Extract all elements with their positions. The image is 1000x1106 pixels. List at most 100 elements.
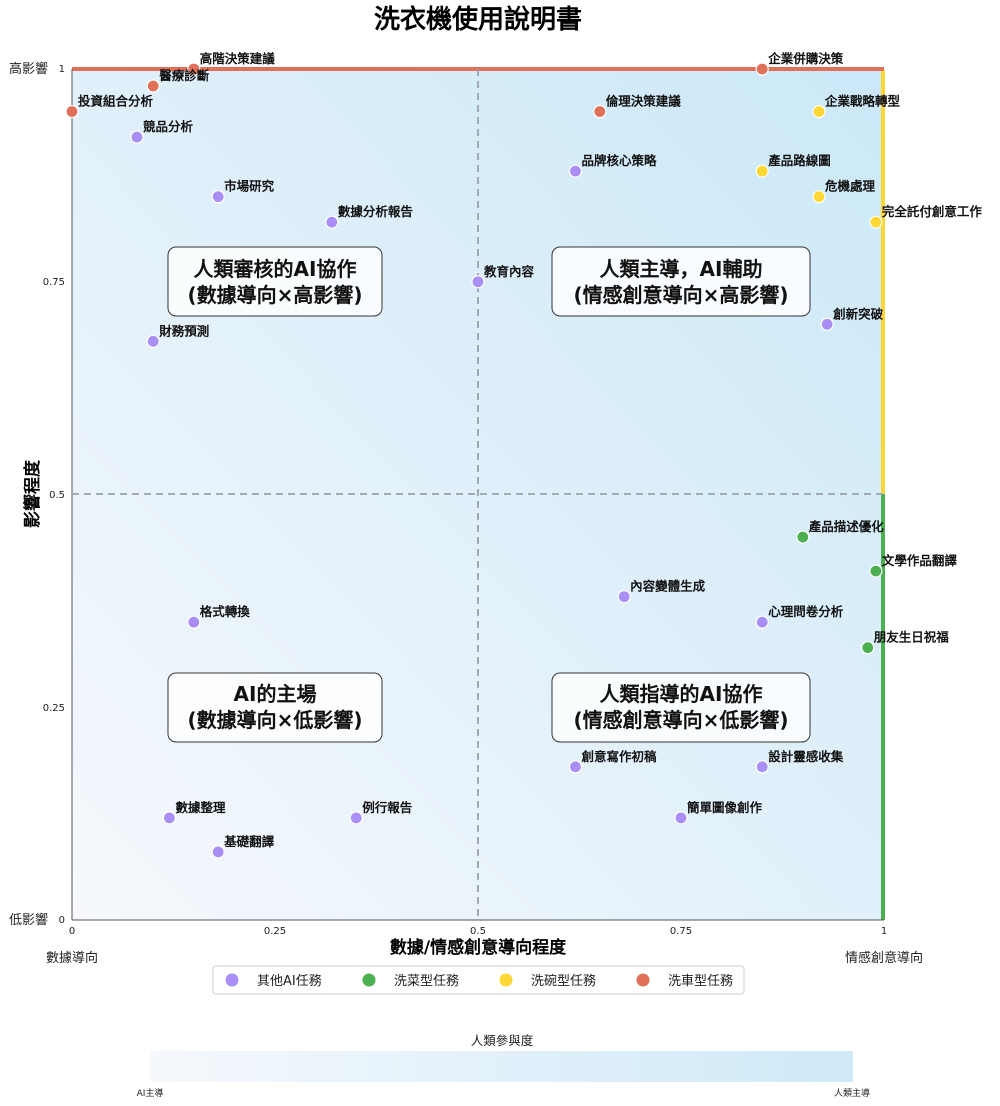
data-point xyxy=(755,615,769,629)
legend-label: 洗菜型任務 xyxy=(394,974,459,989)
legend: 其他AI任務 洗菜型任務 洗碗型任務 洗車型任務 xyxy=(212,965,745,995)
data-point xyxy=(820,317,834,331)
data-point xyxy=(349,811,363,825)
data-point xyxy=(568,164,583,178)
x-axis-title: 數據/情感創意導向程度 xyxy=(390,937,567,958)
data-point xyxy=(211,845,225,859)
data-point-label: 數據分析報告 xyxy=(338,204,414,219)
data-point xyxy=(162,811,177,825)
data-point xyxy=(755,164,769,178)
y-tick-label: 0.75 xyxy=(43,277,65,288)
data-point-label: 創意寫作初稿 xyxy=(580,749,657,764)
quadrant-subtitle: (數據導向×高影響) xyxy=(187,283,362,307)
x-tick-label: 0.25 xyxy=(264,926,286,937)
data-point-label: 格式轉換 xyxy=(200,604,251,619)
data-point xyxy=(617,590,631,604)
y-tick-label: 1 xyxy=(59,64,65,75)
data-point-label: 簡單圖像創作 xyxy=(687,800,763,815)
quadrant-top-right: 人類主導，AI輔助 (情感創意導向×高影響) xyxy=(551,246,811,317)
y-ticks: 0 0.25 0.5 0.75 1 xyxy=(43,64,65,926)
quadrant-bottom-left: AI的主場 (數據導向×低影響) xyxy=(167,672,383,743)
quadrant-subtitle: (情感創意導向×高影響) xyxy=(573,283,788,307)
right-edge-band-lower xyxy=(881,494,885,920)
data-point xyxy=(325,215,339,229)
data-point-label: 品牌核心策略 xyxy=(581,153,657,168)
data-point-label: 倫理決策建議 xyxy=(606,94,682,109)
quadrant-subtitle: (數據導向×低影響) xyxy=(187,708,362,732)
legend-label: 其他AI任務 xyxy=(257,974,322,989)
data-point-label: 基礎翻譯 xyxy=(223,834,275,849)
x-tick-label: 0 xyxy=(69,926,75,937)
colorbar-gradient xyxy=(150,1051,853,1082)
quadrant-box xyxy=(167,246,383,317)
data-point xyxy=(568,760,583,774)
data-point-label: 完全託付創意工作 xyxy=(882,204,983,219)
data-point-label: 企業併購決策 xyxy=(767,51,844,66)
data-point-label: 例行報告 xyxy=(362,800,413,815)
data-point xyxy=(130,130,144,144)
y-tick-label: 0.5 xyxy=(49,490,65,501)
data-point-label: 產品路線圖 xyxy=(767,153,831,168)
data-point xyxy=(755,760,769,774)
data-point xyxy=(869,564,883,578)
data-point-label: 醫療診斷 xyxy=(159,68,210,83)
data-point xyxy=(869,215,883,229)
y-tick-label: 0.25 xyxy=(43,703,65,714)
data-point-label: 高階決策建議 xyxy=(200,51,276,66)
data-point-label: 競品分析 xyxy=(143,119,194,134)
quadrant-title: 人類審核的AI協作 xyxy=(194,257,357,281)
data-point-label: 內容變體生成 xyxy=(630,579,706,594)
legend-label: 洗碗型任務 xyxy=(531,973,596,989)
colorbar: 人類參與度 AI主導 人類主導 xyxy=(137,1033,870,1099)
y-axis-title: 影響程度 xyxy=(22,459,43,528)
data-point-label: 朋友生日祝福 xyxy=(873,630,950,645)
data-point-label: 投資組合分析 xyxy=(78,94,154,109)
data-point xyxy=(593,104,607,119)
y-axis-top-label: 高影響 xyxy=(9,61,48,77)
quadrant-box xyxy=(167,672,383,743)
legend-marker xyxy=(225,973,239,987)
x-axis-right-label: 情感創意導向 xyxy=(845,950,923,966)
legend-marker xyxy=(362,973,376,987)
data-point-label: 企業戰略轉型 xyxy=(824,94,901,109)
data-point-label: 設計靈感收集 xyxy=(768,749,844,764)
data-point xyxy=(812,104,826,119)
quadrant-subtitle: (情感創意導向×低影響) xyxy=(573,708,788,732)
data-point-label: 危機處理 xyxy=(824,179,876,194)
data-point-label: 市場研究 xyxy=(224,179,275,194)
legend-box xyxy=(212,965,745,995)
data-point-label: 財務預測 xyxy=(158,323,209,338)
y-axis-bottom-label: 低影響 xyxy=(9,912,48,928)
data-point xyxy=(471,275,485,289)
quadrant-box xyxy=(551,672,811,743)
x-axis-left-label: 數據導向 xyxy=(46,950,98,966)
quadrant-bottom-right: 人類指導的AI協作 (情感創意導向×低影響) xyxy=(551,672,811,743)
quadrant-title: 人類主導，AI輔助 xyxy=(600,257,763,281)
data-point-label: 數據整理 xyxy=(175,800,226,815)
colorbar-title: 人類參與度 xyxy=(471,1033,534,1048)
quadrant-top-left: 人類審核的AI協作 (數據導向×高影響) xyxy=(167,246,383,317)
legend-marker xyxy=(636,973,650,987)
data-point xyxy=(755,62,769,76)
data-point xyxy=(146,79,160,93)
colorbar-left-label: AI主導 xyxy=(137,1087,164,1099)
quadrant-title: 人類指導的AI協作 xyxy=(600,682,763,706)
x-ticks: 0 0.25 0.5 0.75 1 xyxy=(69,926,887,937)
legend-marker xyxy=(499,973,513,987)
data-point-label: 創新突破 xyxy=(832,306,884,321)
data-point-label: 心理問卷分析 xyxy=(768,604,844,619)
data-point xyxy=(796,530,810,544)
x-tick-label: 0.5 xyxy=(470,926,486,937)
data-point-label: 文學作品翻譯 xyxy=(882,553,958,568)
chart-title: 洗衣機使用說明書 xyxy=(374,4,582,35)
data-point xyxy=(187,62,201,76)
quadrant-title: AI的主場 xyxy=(234,682,317,706)
legend-label: 洗車型任務 xyxy=(668,974,733,989)
colorbar-right-label: 人類主導 xyxy=(834,1087,870,1099)
y-tick-label: 0 xyxy=(59,915,65,926)
data-point xyxy=(674,811,688,825)
legend-items: 其他AI任務 洗菜型任務 洗碗型任務 洗車型任務 xyxy=(225,973,733,989)
data-point-label: 教育內容 xyxy=(483,264,535,279)
